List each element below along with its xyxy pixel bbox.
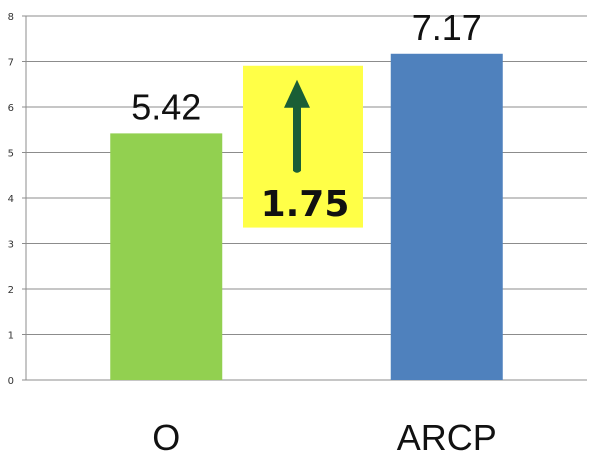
bar-o <box>110 133 223 380</box>
bars <box>110 53 503 380</box>
up-arrow-icon <box>284 79 310 173</box>
y-tick-label: 8 <box>8 12 14 23</box>
y-tick-label: 0 <box>8 376 14 387</box>
category-label: O <box>152 417 180 458</box>
y-tick-label: 3 <box>8 240 14 251</box>
y-tick-label: 7 <box>8 58 14 69</box>
annotation-label: 1.75 <box>261 184 350 225</box>
data-labels: 5.42 7.17 <box>131 7 482 128</box>
y-tick-label: 5 <box>8 149 14 160</box>
category-label: ARCP <box>397 417 497 458</box>
bar-arcp <box>390 53 503 380</box>
y-tick-label: 1 <box>8 331 14 342</box>
y-axis: 0 1 2 3 4 5 6 7 8 <box>8 12 27 387</box>
y-tick-label: 2 <box>8 285 14 296</box>
y-tick-label: 4 <box>8 194 14 205</box>
data-label: 5.42 <box>131 86 201 127</box>
data-label: 7.17 <box>412 7 482 48</box>
y-tick-label: 6 <box>8 103 14 114</box>
category-labels: O ARCP <box>152 417 497 458</box>
difference-annotation: 1.75 <box>243 65 363 228</box>
